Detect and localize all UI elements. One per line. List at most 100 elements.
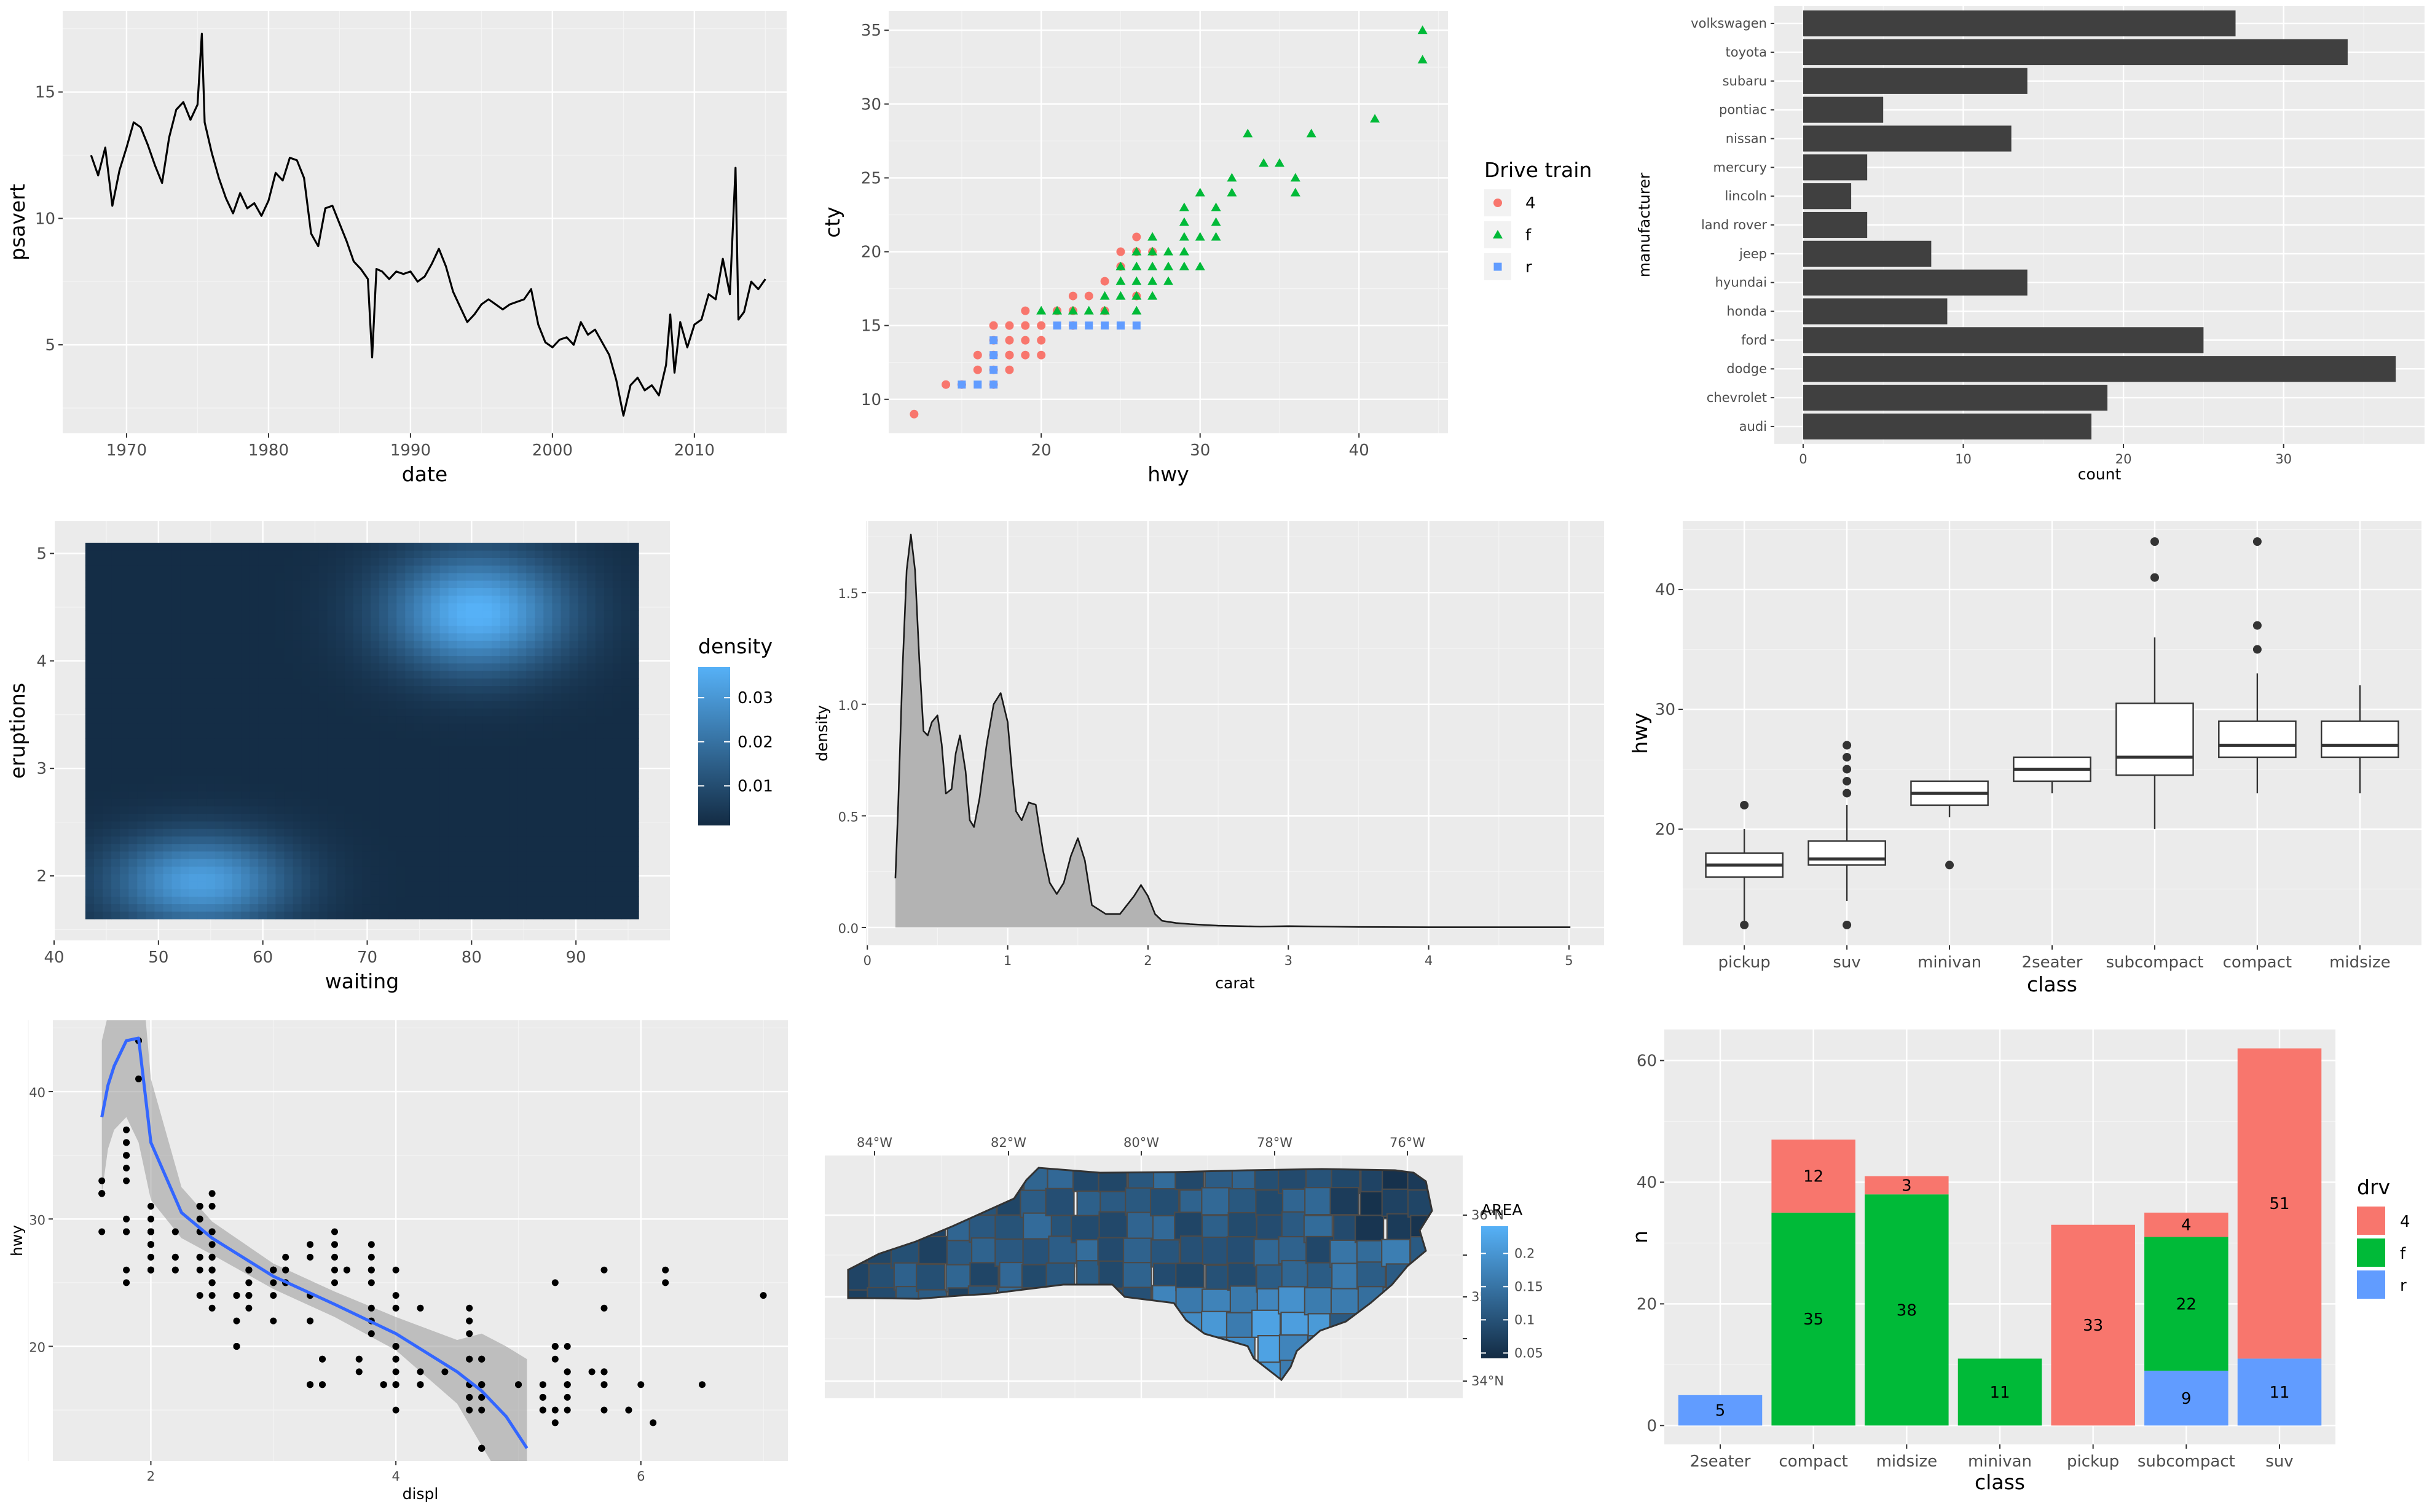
density-cell [241,715,250,724]
density-cell [293,738,302,746]
density-cell [128,557,138,566]
density-cell [543,821,553,829]
density-cell [474,708,484,717]
density-cell [379,911,388,919]
density-cell [552,904,562,912]
density-cell [146,557,155,566]
density-cell [422,618,432,626]
density-cell [595,761,605,769]
density-cell [293,610,302,618]
density-cell [604,685,613,694]
data-point [98,1228,106,1235]
density-cell [526,655,535,664]
density-cell [586,776,596,784]
density-cell [621,602,631,611]
density-cell [474,723,484,731]
density-cell [396,715,406,724]
density-cell [250,911,259,919]
density-cell [301,851,311,859]
density-cell [197,806,207,814]
density-cell [379,813,388,822]
density-cell [197,701,207,709]
density-cell [310,572,320,581]
density-cell [154,588,164,596]
density-cell [137,873,146,882]
density-cell [318,543,328,551]
density-cell [396,911,406,919]
density-cell [517,685,527,694]
density-cell [621,625,631,634]
density-cell [275,678,285,687]
density-cell [197,836,207,845]
density-cell [103,565,112,573]
density-cell [500,783,509,792]
density-cell [310,731,320,739]
density-cell [439,829,449,837]
data-point [208,1304,216,1312]
density-cell [146,753,155,762]
density-cell [371,632,380,641]
density-cell [405,685,414,694]
density-cell [336,829,345,837]
density-cell [517,610,527,618]
density-cell [163,843,173,852]
density-cell [189,572,199,581]
density-cell [310,655,320,664]
density-cell [258,565,267,573]
density-cell [85,731,95,739]
density-cell [448,663,458,671]
density-cell [214,701,224,709]
density-cell [250,640,259,648]
density-cell [414,843,423,852]
density-cell [578,565,588,573]
density-cell [275,821,285,829]
density-cell [379,746,388,754]
density-cell [318,572,328,581]
density-cell [595,543,605,551]
x-tick-label: midsize [2329,953,2390,972]
density-cell [85,715,95,724]
density-cell [197,753,207,762]
density-cell [103,753,112,762]
density-cell [250,753,259,762]
density-cell [362,678,371,687]
density-cell [120,889,129,897]
density-cell [439,746,449,754]
x-tick-label: 80 [462,948,482,967]
density-cell [336,731,345,739]
density-cell [171,746,181,754]
y-tick-label: hyundai [1715,275,1767,290]
density-cell [327,618,337,626]
density-cell [336,543,345,551]
density-cell [362,588,371,596]
density-cell [258,821,267,829]
density-cell [327,836,337,845]
density-cell [189,671,199,679]
density-cell [517,776,527,784]
density-cell [396,746,406,754]
density-cell [379,715,388,724]
density-cell [517,671,527,679]
density-cell [336,602,345,611]
drv-r-point [974,380,982,389]
density-cell [492,701,501,709]
density-cell [120,632,129,641]
density-cell [232,693,242,701]
drv-f-point [1211,232,1221,241]
drv-f-point [1179,232,1189,241]
density-cell [431,790,441,799]
density-cell [275,829,285,837]
density-cell [405,904,414,912]
density-cell [232,889,242,897]
density-cell [327,678,337,687]
density-cell [275,738,285,746]
density-cell [301,618,311,626]
density-cell [396,588,406,596]
density-cell [189,768,199,776]
density-cell [214,708,224,717]
density-cell [128,610,138,618]
density-cell [388,572,397,581]
density-cell [543,798,553,806]
density-cell [353,618,363,626]
density-cell [197,896,207,905]
